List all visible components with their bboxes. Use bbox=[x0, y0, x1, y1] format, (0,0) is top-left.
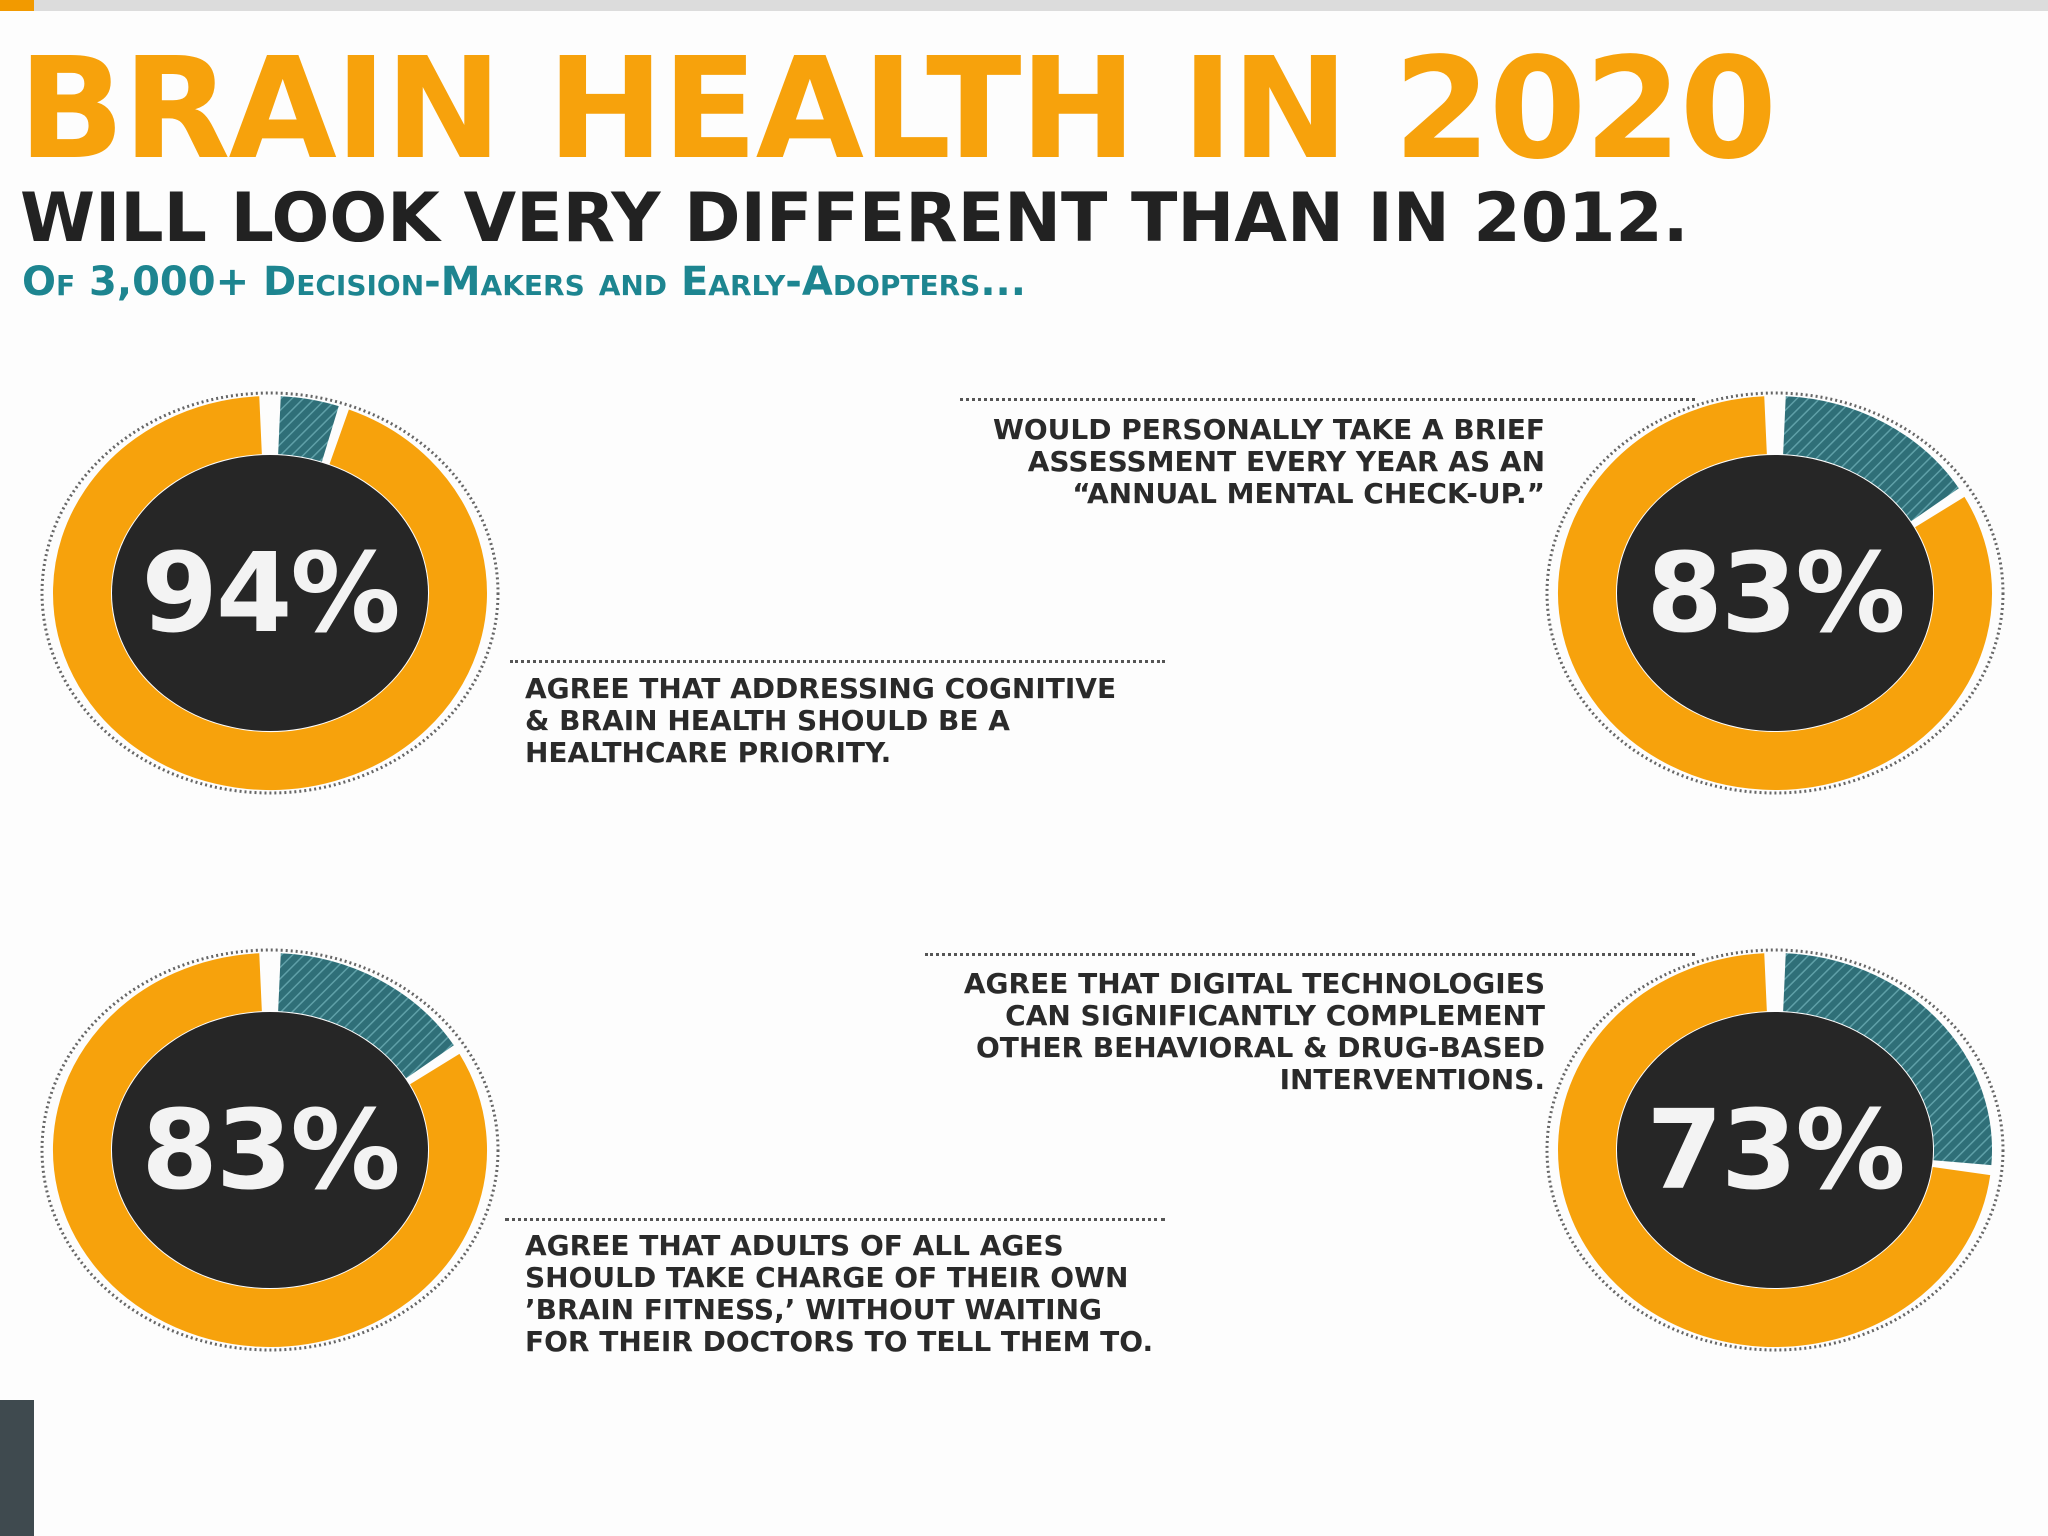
outer-dotted-ring bbox=[40, 948, 500, 1352]
outer-dotted-ring bbox=[1545, 948, 2005, 1352]
donut-percent-label: 83% bbox=[1646, 529, 1905, 657]
donut-chart-brain-fitness: 83% bbox=[35, 940, 505, 1360]
donut-segment-agree bbox=[53, 953, 487, 1347]
caption-addressing-cognitive: AGREE THAT ADDRESSING COGNITIVE & BRAIN … bbox=[525, 672, 1117, 769]
leader-line bbox=[925, 953, 1695, 956]
donut-svg bbox=[40, 948, 500, 1352]
donut-segment-remaining bbox=[277, 396, 339, 462]
leader-line bbox=[960, 398, 1695, 401]
donut-segment-agree bbox=[53, 396, 487, 790]
top-bar bbox=[0, 0, 2048, 11]
donut-chart-digital-tech: 73% bbox=[1540, 940, 2010, 1360]
donut-svg bbox=[40, 391, 500, 795]
donut-center bbox=[112, 1012, 428, 1288]
donut-percent-label: 94% bbox=[141, 529, 400, 657]
leader-line bbox=[505, 1218, 1165, 1221]
top-bar-accent bbox=[0, 0, 34, 11]
page-title: BRAIN HEALTH IN 2020 bbox=[18, 28, 1777, 191]
outer-dotted-ring bbox=[40, 391, 500, 795]
caption-annual-checkup: WOULD PERSONALLY TAKE A BRIEF ASSESSMENT… bbox=[992, 413, 1545, 510]
leader-line bbox=[510, 660, 1165, 663]
caption-digital-tech: AGREE THAT DIGITAL TECHNOLOGIES CAN SIGN… bbox=[963, 967, 1545, 1096]
page-tagline: Of 3,000+ Decision-Makers and Early-Adop… bbox=[22, 259, 1026, 305]
donut-segment-remaining bbox=[277, 953, 454, 1079]
outer-dotted-ring bbox=[1545, 391, 2005, 795]
donut-center bbox=[1617, 455, 1933, 731]
page-subtitle: WILL LOOK VERY DIFFERENT THAN IN 2012. bbox=[20, 179, 1689, 258]
donut-svg bbox=[1545, 948, 2005, 1352]
donut-segment-remaining bbox=[1782, 953, 1992, 1166]
left-edge-bar bbox=[0, 1400, 34, 1536]
donut-segment-agree bbox=[1558, 953, 1991, 1347]
donut-chart-annual-checkup: 83% bbox=[1540, 383, 2010, 803]
donut-center bbox=[1617, 1012, 1933, 1288]
donut-segment-remaining bbox=[1782, 396, 1959, 522]
donut-percent-label: 73% bbox=[1646, 1086, 1905, 1214]
donut-chart-addressing-cognitive: 94% bbox=[35, 383, 505, 803]
donut-percent-label: 83% bbox=[141, 1086, 400, 1214]
donut-svg bbox=[1545, 391, 2005, 795]
donut-center bbox=[112, 455, 428, 731]
caption-brain-fitness: AGREE THAT ADULTS OF ALL AGES SHOULD TAK… bbox=[525, 1229, 1154, 1358]
donut-segment-agree bbox=[1558, 396, 1992, 790]
